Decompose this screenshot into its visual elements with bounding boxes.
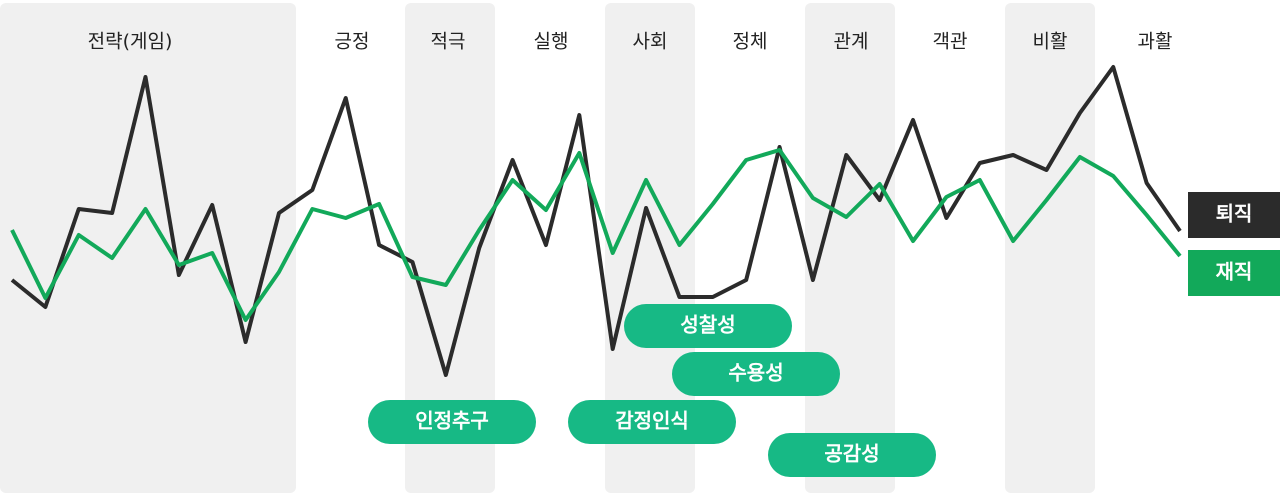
annotation-pill — [672, 352, 840, 396]
column-label: 긍정 — [335, 31, 370, 53]
column-label: 관계 — [834, 31, 869, 53]
annotation-pill — [624, 304, 792, 348]
annotation-label: 공감성 — [824, 442, 879, 466]
legend-label: 퇴직 — [1216, 202, 1253, 226]
annotation-label: 수용성 — [728, 361, 783, 385]
annotation-label: 인정추구 — [415, 409, 489, 433]
column-label: 객관 — [933, 31, 968, 53]
column-label: 전략(게임) — [88, 31, 173, 53]
column-label: 비활 — [1033, 31, 1068, 53]
annotation-pill — [568, 400, 736, 444]
annotation-label: 감정인식 — [615, 409, 689, 433]
annotation-pill — [368, 400, 536, 444]
line-series — [10, 148, 1182, 322]
column-label: 적극 — [431, 31, 466, 53]
legend-box — [1188, 250, 1280, 296]
column-band — [805, 3, 895, 493]
column-band — [1005, 3, 1095, 493]
column-label: 과활 — [1138, 31, 1173, 53]
column-label: 실행 — [534, 31, 569, 53]
column-label: 정체 — [733, 31, 768, 53]
legend-box — [1188, 192, 1280, 238]
column-label: 사회 — [633, 31, 668, 53]
column-band — [0, 3, 296, 493]
column-band — [405, 3, 495, 493]
annotation-label: 성찰성 — [680, 313, 735, 337]
annotation-pill — [768, 433, 936, 477]
legend-label: 재직 — [1216, 260, 1253, 284]
line-series — [10, 65, 1182, 377]
